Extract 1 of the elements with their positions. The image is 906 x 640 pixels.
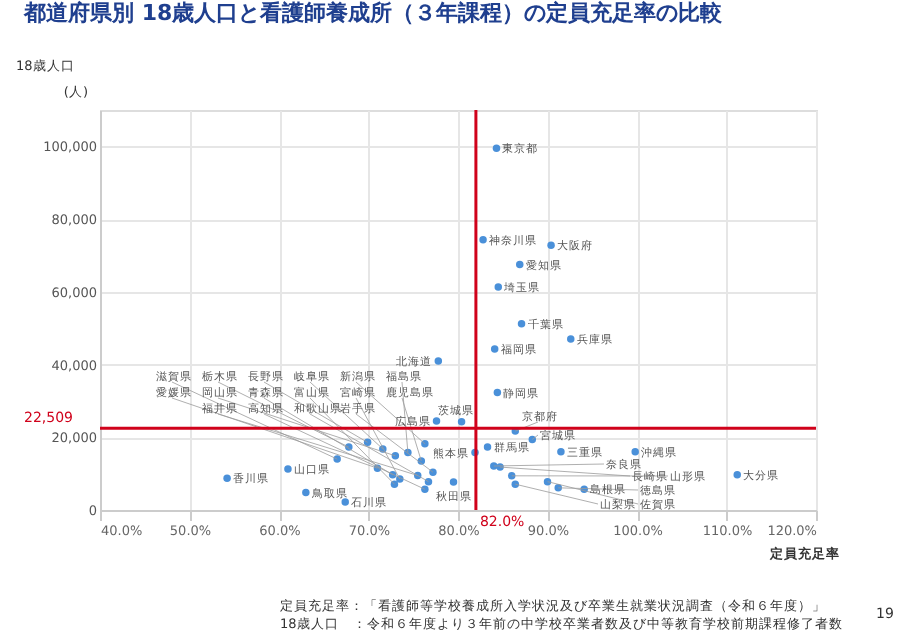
chart-title: 都道府県別 18歳人口と看護師養成所（３年課程）の定員充足率の比較 xyxy=(22,0,725,26)
